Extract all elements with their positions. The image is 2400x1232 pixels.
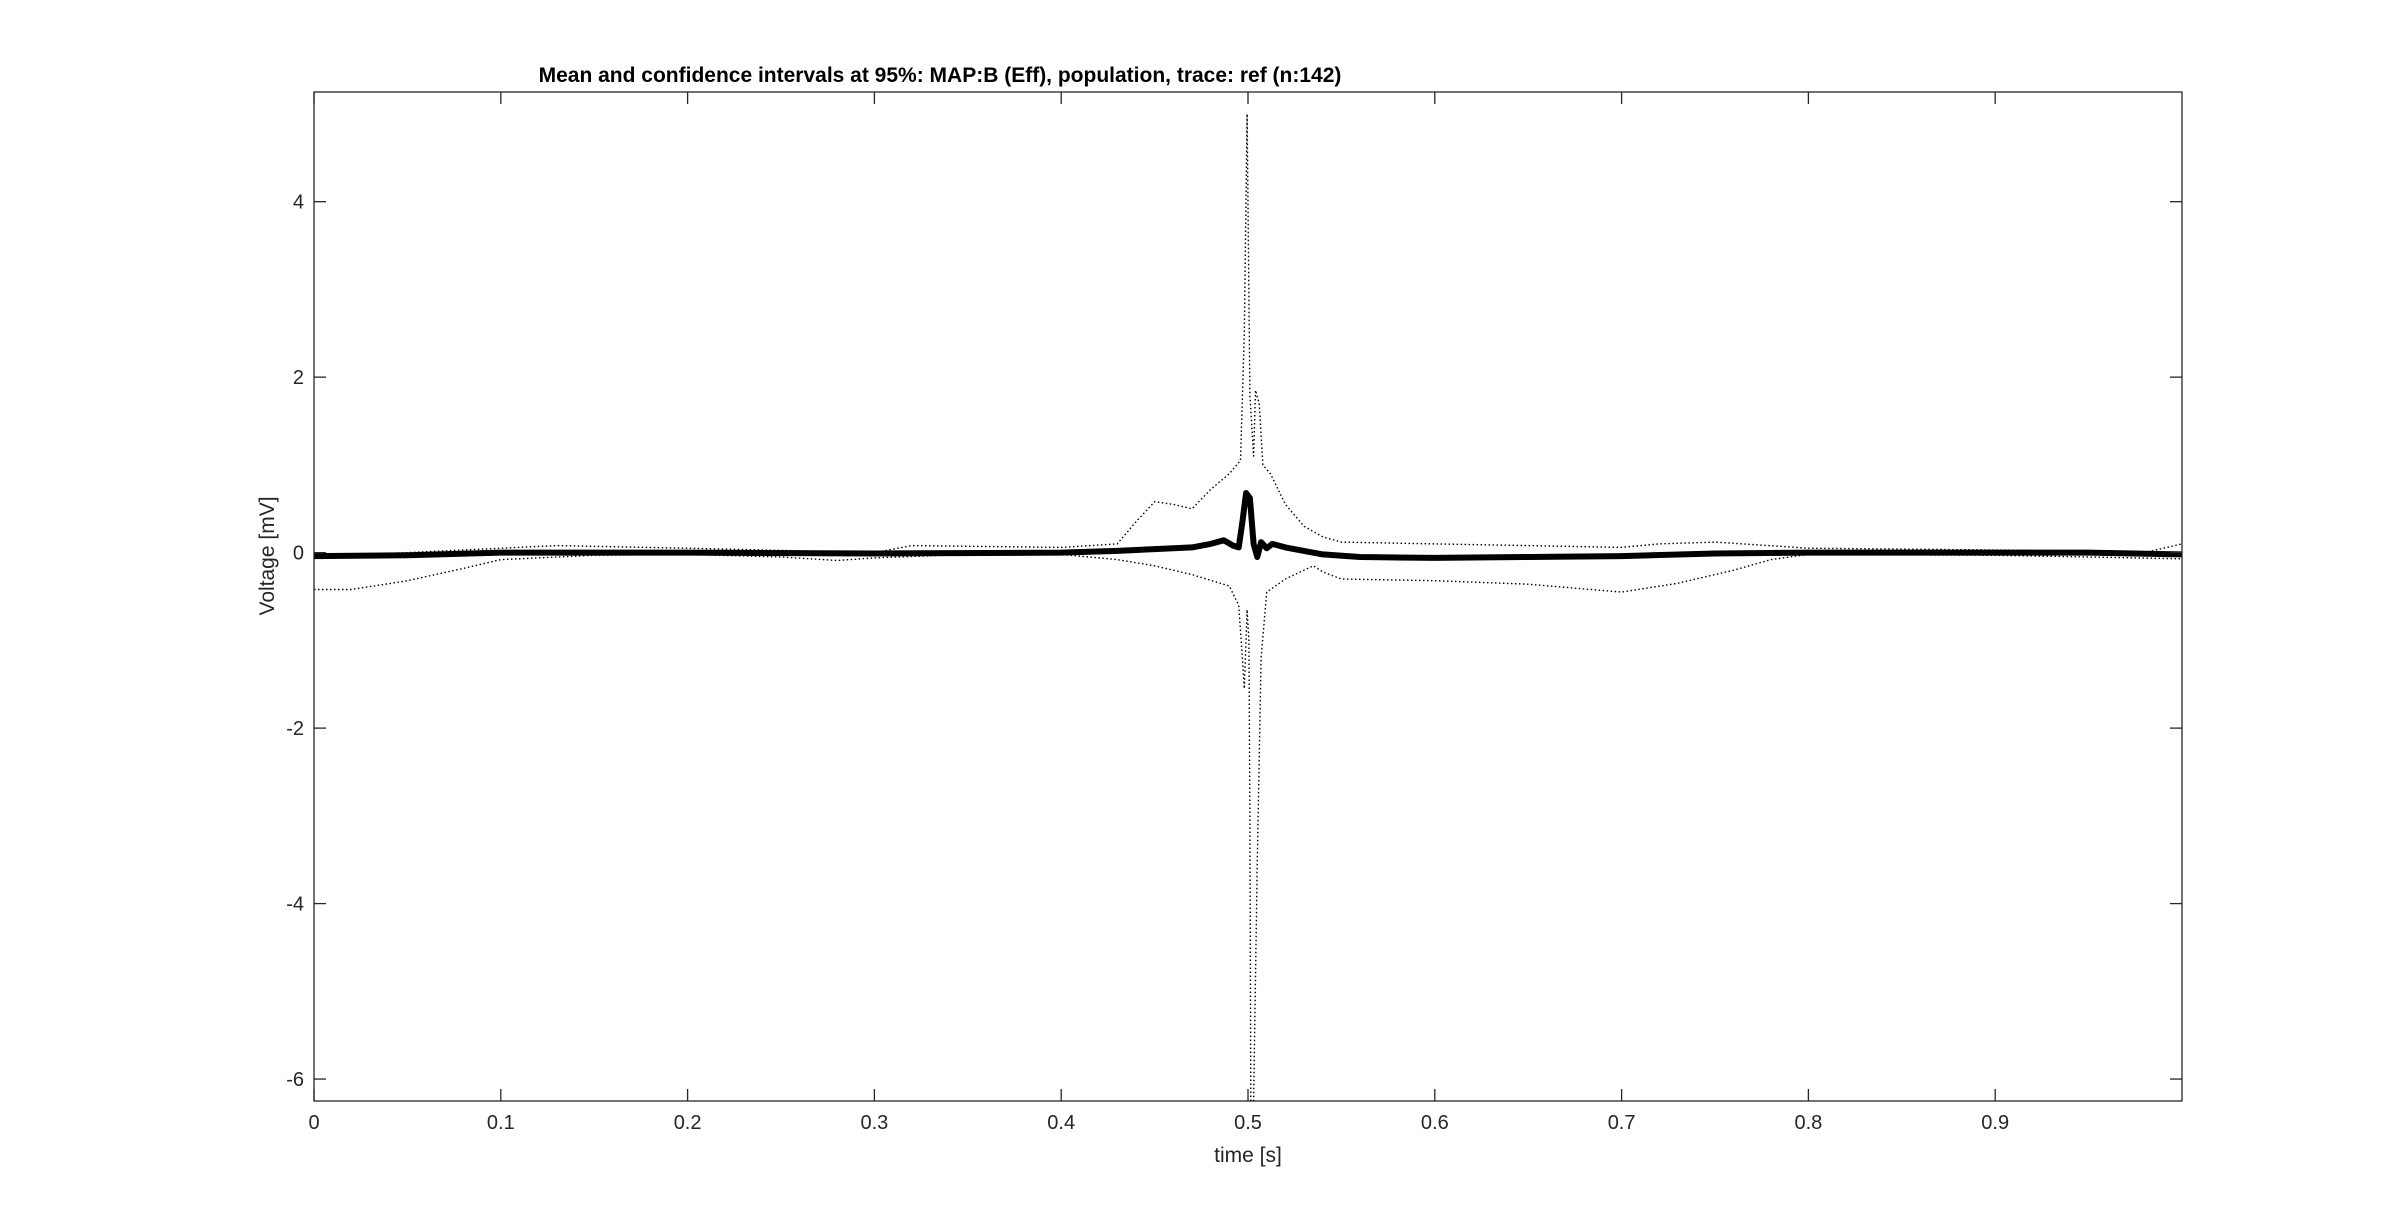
x-tick-label: 0.1 bbox=[487, 1112, 515, 1134]
series-line-mean bbox=[314, 490, 2182, 561]
tick-layer: 0 0.1 0.2 0.3 0.4 0.5 0.6 0.7 0.8 0.9 -6 -4 -2 0 2 4 bbox=[286, 92, 2182, 1134]
x-tick-label: 0 bbox=[308, 1112, 319, 1134]
x-axis-label: time [s] bbox=[1214, 1144, 1282, 1167]
y-axis-label: Voltage [mV] bbox=[256, 496, 279, 615]
x-tick-label: 0.5 bbox=[1234, 1112, 1262, 1134]
y-tick-label: -2 bbox=[286, 718, 304, 740]
series-line-upper-ci bbox=[314, 113, 2182, 558]
y-tick-label: 0 bbox=[293, 543, 304, 565]
x-tick-label: 0.4 bbox=[1047, 1112, 1075, 1134]
plot-area: 0 0.1 0.2 0.3 0.4 0.5 0.6 0.7 0.8 0.9 -6 -4 -2 0 2 4 bbox=[286, 91, 2183, 1134]
series-layer bbox=[314, 113, 2182, 1101]
x-tick-label: 0.8 bbox=[1794, 1112, 1822, 1134]
y-tick-label: -4 bbox=[286, 894, 304, 916]
x-tick-label: 0.9 bbox=[1981, 1112, 2009, 1134]
chart-title: Mean and confidence intervals at 95%: MA… bbox=[539, 64, 1342, 87]
x-tick-label: 0.7 bbox=[1608, 1112, 1636, 1134]
series-line-lower-ci bbox=[314, 553, 2182, 1101]
y-tick-label: 4 bbox=[293, 192, 304, 214]
x-tick-label: 0.6 bbox=[1421, 1112, 1449, 1134]
x-tick-label: 0.2 bbox=[674, 1112, 702, 1134]
y-tick-label: 2 bbox=[293, 367, 304, 389]
x-tick-label: 0.3 bbox=[860, 1112, 888, 1134]
y-tick-label: -6 bbox=[286, 1069, 304, 1091]
